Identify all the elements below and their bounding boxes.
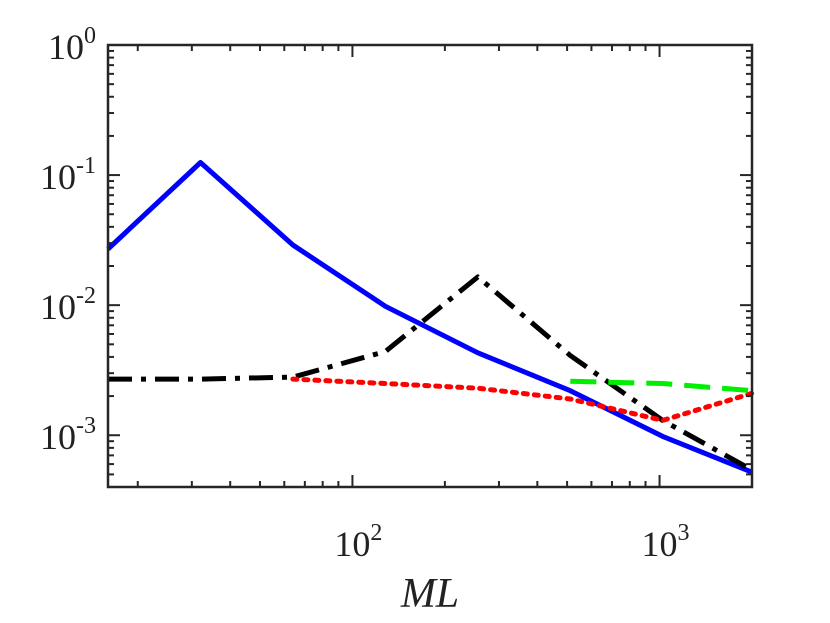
label-layer: 100 10-1 10-2 10-3 102 103 bbox=[40, 23, 690, 564]
series-line-black-dashdot bbox=[108, 274, 754, 473]
y-tick-label: 10-1 bbox=[40, 153, 96, 197]
plot-background bbox=[108, 45, 752, 487]
series-line-green-dashed bbox=[570, 378, 753, 394]
series-line-red-dotted bbox=[290, 376, 755, 423]
x-tick-label: 103 bbox=[642, 520, 690, 564]
x-axis-label: ML bbox=[400, 571, 459, 617]
x-tick-label: 102 bbox=[334, 520, 382, 564]
y-tick-label: 10-2 bbox=[40, 283, 96, 327]
y-tick-label: 100 bbox=[48, 23, 96, 67]
series-line-blue-solid bbox=[106, 160, 753, 475]
plot-frame bbox=[106, 43, 754, 489]
series-layer bbox=[106, 160, 755, 475]
y-tick-label: 10-3 bbox=[40, 413, 96, 457]
